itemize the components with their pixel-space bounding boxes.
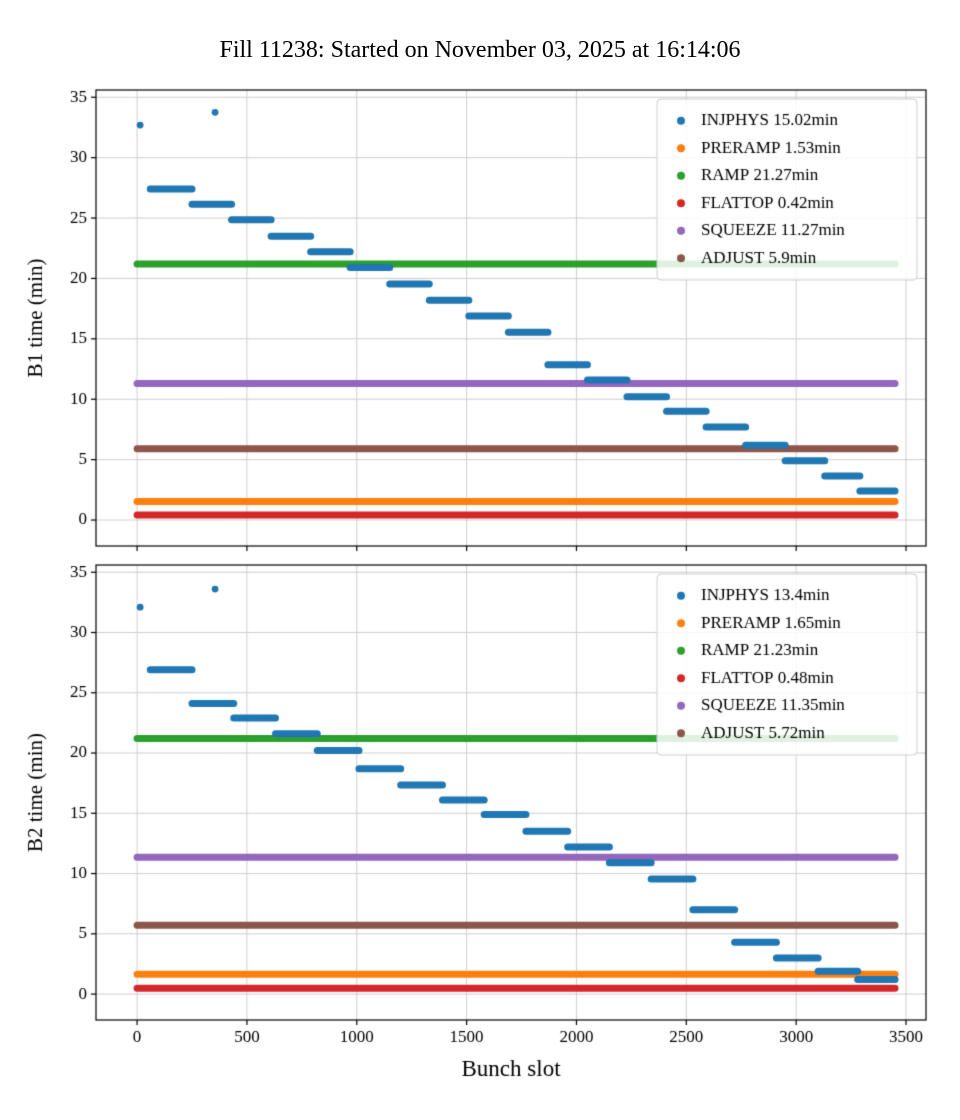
chart-title: Fill 11238: Started on November 03, 2025…: [219, 37, 741, 63]
fill-timing-chart: [0, 70, 960, 1120]
